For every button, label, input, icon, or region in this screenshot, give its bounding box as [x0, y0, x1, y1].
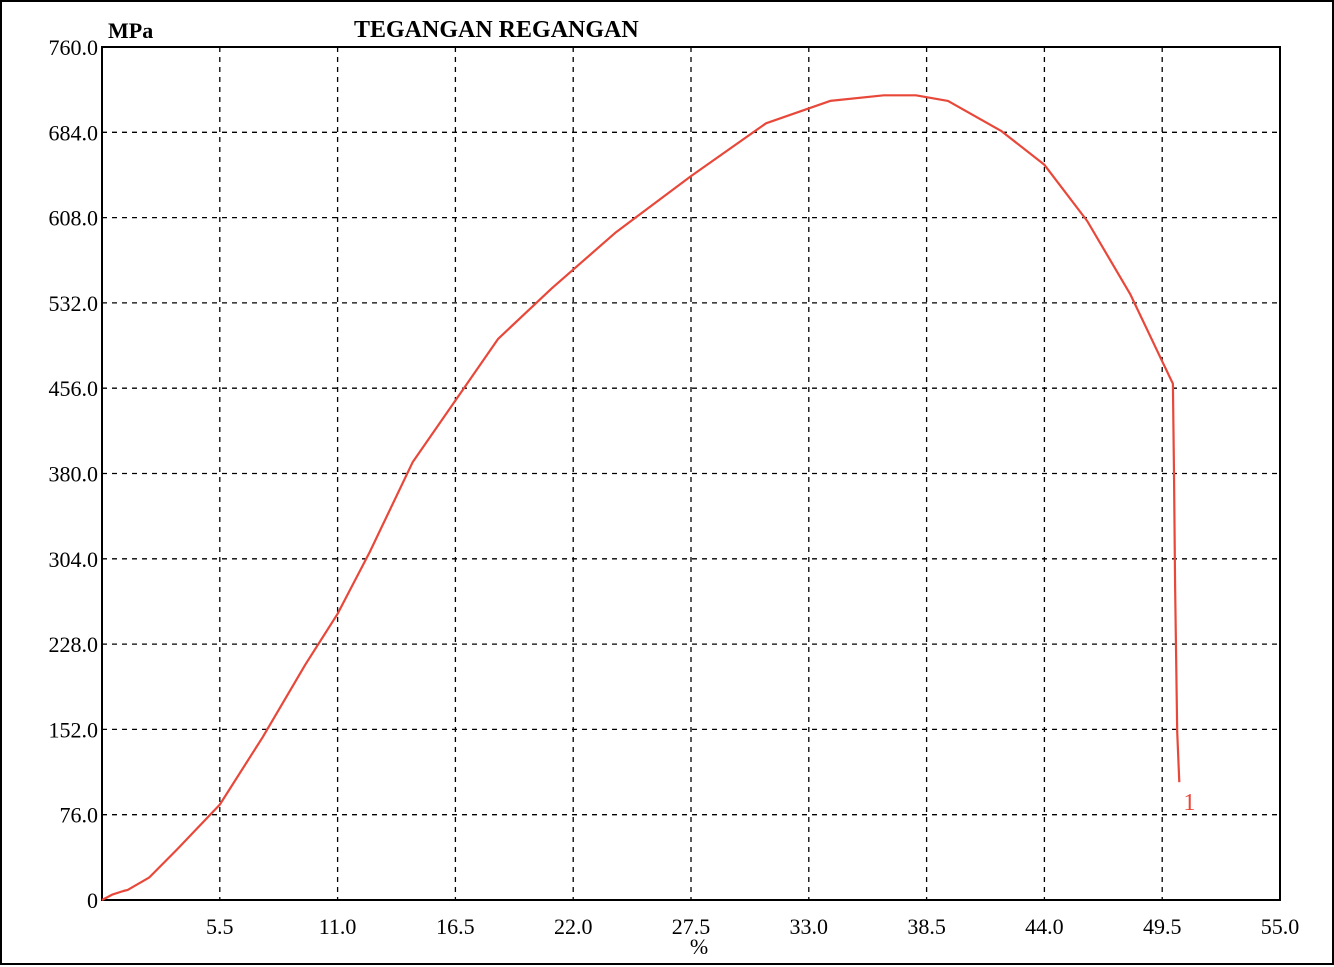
y-tick-label: 228.0 [49, 632, 99, 657]
y-axis-ticks: 0 76.0 152.0 228.0 304.0 380.0 456.0 532.0 608.0… [49, 35, 99, 913]
y-tick-label: 380.0 [49, 462, 99, 487]
y-tick-label: 684.0 [49, 120, 99, 145]
x-tick-label: 27.5 [672, 914, 711, 939]
x-tick-label: 22.0 [554, 914, 593, 939]
y-axis-unit-label: MPa [108, 18, 153, 43]
x-tick-label: 16.5 [436, 914, 475, 939]
series-layer: 1 [101, 94, 1195, 901]
series-line [101, 94, 1181, 901]
y-tick-label: 304.0 [49, 547, 99, 572]
x-tick-label: 55.0 [1261, 914, 1300, 939]
y-tick-label: 0 [87, 888, 98, 913]
x-axis-ticks: 5.5 11.0 16.5 22.0 27.5 33.0 38.5 44.0 49.5 55.0 [206, 914, 1299, 939]
y-tick-label: 76.0 [60, 803, 99, 828]
y-tick-label: 152.0 [49, 717, 99, 742]
y-tick-label: 760.0 [49, 35, 99, 60]
plot-area-border [101, 46, 1281, 901]
y-tick-label: 532.0 [49, 291, 99, 316]
x-tick-label: 49.5 [1143, 914, 1182, 939]
x-tick-label: 44.0 [1025, 914, 1064, 939]
x-tick-label: 11.0 [319, 914, 357, 939]
x-axis-unit-label: % [690, 934, 708, 959]
x-tick-label: 5.5 [206, 914, 234, 939]
series-label: 1 [1183, 790, 1195, 816]
x-tick-label: 33.0 [790, 914, 829, 939]
y-tick-label: 456.0 [49, 376, 99, 401]
y-tick-label: 608.0 [49, 206, 99, 231]
chart-title: TEGANGAN REGANGAN [354, 17, 639, 43]
x-tick-label: 38.5 [907, 914, 946, 939]
